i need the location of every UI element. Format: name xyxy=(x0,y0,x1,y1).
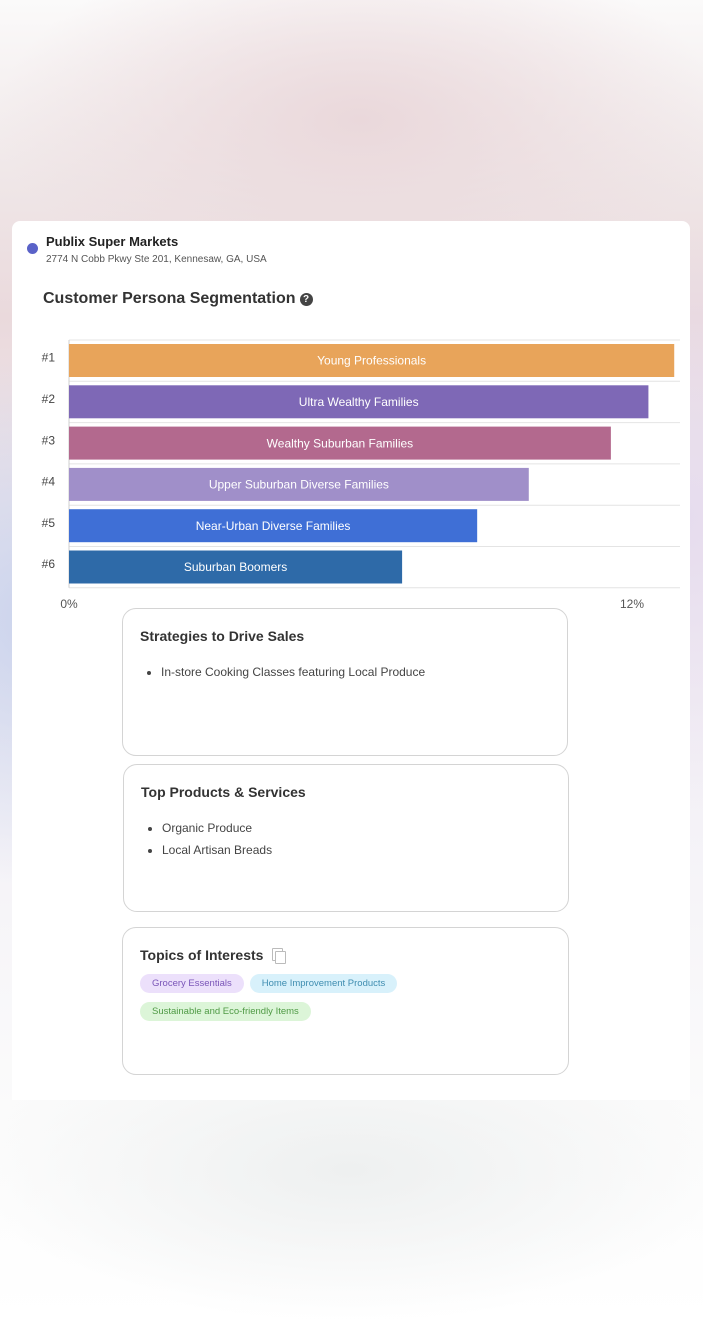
store-name: Publix Super Markets xyxy=(46,234,179,249)
topic-tags: Grocery Essentials Home Improvement Produ… xyxy=(140,973,540,1029)
bar-label: Ultra Wealthy Families xyxy=(299,395,419,409)
x-tick-label: 0% xyxy=(60,597,78,611)
bar xyxy=(69,344,675,377)
question-circle-icon[interactable]: ? xyxy=(299,292,313,306)
section-title: Customer Persona Segmentation ? xyxy=(43,290,313,308)
list-item: Organic Produce xyxy=(162,821,272,835)
rank-label: #3 xyxy=(42,433,56,447)
bar-label: Upper Suburban Diverse Families xyxy=(209,478,389,492)
bar xyxy=(69,550,403,584)
copy-icon[interactable] xyxy=(272,948,287,964)
topic-tag: Home Improvement Products xyxy=(249,974,398,993)
topic-tag: Sustainable and Eco-friendly Items xyxy=(140,1002,311,1021)
topic-tag: Grocery Essentials xyxy=(140,974,244,993)
persona-card: Publix Super Markets 2774 N Cobb Pkwy St… xyxy=(12,221,690,1100)
store-address: 2774 N Cobb Pkwy Ste 201, Kennesaw, GA, … xyxy=(46,254,267,265)
products-title: Top Products & Services xyxy=(141,784,306,800)
bar-label: Near-Urban Diverse Families xyxy=(196,519,351,533)
topics-title: Topics of Interests xyxy=(140,947,287,964)
bar-label: Wealthy Suburban Families xyxy=(267,436,414,450)
topics-title-text: Topics of Interests xyxy=(140,947,264,963)
bar xyxy=(69,467,529,501)
list-item: In-store Cooking Classes featuring Local… xyxy=(161,665,425,679)
rank-label: #5 xyxy=(42,516,56,530)
persona-bar-chart: #1 Young Professionals #2 Ultra Wealthy Fam… xyxy=(12,221,690,621)
rank-label: #2 xyxy=(42,392,56,406)
bar-label: Young Professionals xyxy=(317,354,426,368)
strategies-box: Strategies to Drive Sales In-store Cooki… xyxy=(122,608,568,756)
bar xyxy=(69,509,478,543)
rank-label: #1 xyxy=(42,351,56,365)
bar-label: Suburban Boomers xyxy=(184,560,287,574)
chart-svg: #1 Young Professionals #2 Ultra Wealthy Fam… xyxy=(42,339,680,611)
strategies-title: Strategies to Drive Sales xyxy=(140,628,305,644)
store-dot xyxy=(27,243,38,254)
bar xyxy=(69,426,611,460)
section-title-text: Customer Persona Segmentation xyxy=(43,290,296,307)
x-tick-label: 12% xyxy=(620,597,644,611)
strategies-list: In-store Cooking Classes featuring Local… xyxy=(141,665,425,687)
topics-box: Topics of Interests Grocery Essentials Ho… xyxy=(122,927,569,1075)
products-box: Top Products & Services Organic Produce … xyxy=(123,764,569,912)
rank-label: #6 xyxy=(42,557,56,571)
bar xyxy=(69,385,649,419)
rank-label: #4 xyxy=(42,475,56,489)
list-item: Local Artisan Breads xyxy=(162,843,272,857)
products-list: Organic Produce Local Artisan Breads xyxy=(142,821,272,865)
